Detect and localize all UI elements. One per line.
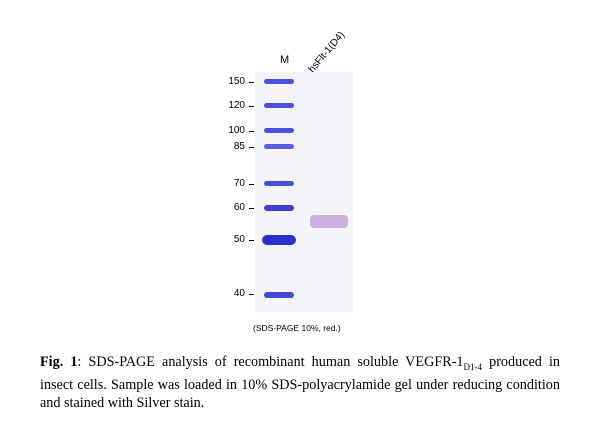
marker-band [264, 144, 294, 149]
figure-caption: Fig. 1: SDS-PAGE analysis of recombinant… [40, 353, 560, 412]
marker-band [262, 235, 296, 245]
mw-tick [249, 147, 254, 148]
mw-label-100: 100 [228, 125, 245, 136]
gel-note: (SDS-PAGE 10%, red.) [253, 323, 341, 333]
lane-label-sample: hsFlt-1(D4) [306, 29, 348, 76]
mw-label-60: 60 [233, 202, 245, 213]
mw-tick [249, 240, 254, 241]
mw-tick [249, 82, 254, 83]
marker-band [264, 181, 294, 186]
caption-text-rest: produced in insect cells. Sample was loa… [40, 354, 560, 411]
caption-label: Fig. 1 [40, 354, 78, 370]
lane-label-marker: M [280, 54, 290, 66]
mw-tick [249, 106, 254, 107]
mw-tick [249, 294, 254, 295]
marker-band [264, 292, 294, 298]
caption-subscript: D1-4 [463, 361, 483, 372]
mw-tick [249, 208, 254, 209]
mw-label-50: 50 [233, 234, 245, 245]
mw-tick [249, 184, 254, 185]
caption-text: : SDS-PAGE analysis of recombinant human… [77, 354, 464, 370]
marker-band [264, 205, 294, 211]
mw-label-120: 120 [228, 100, 245, 111]
marker-band [264, 128, 294, 133]
mw-label-40: 40 [233, 288, 245, 299]
mw-tick [249, 131, 254, 132]
mw-label-85: 85 [233, 141, 245, 152]
sample-band [310, 215, 348, 228]
marker-band [264, 79, 294, 84]
marker-band [264, 103, 294, 108]
mw-label-150: 150 [228, 76, 245, 87]
mw-label-70: 70 [233, 178, 245, 189]
gel-image [255, 72, 353, 312]
